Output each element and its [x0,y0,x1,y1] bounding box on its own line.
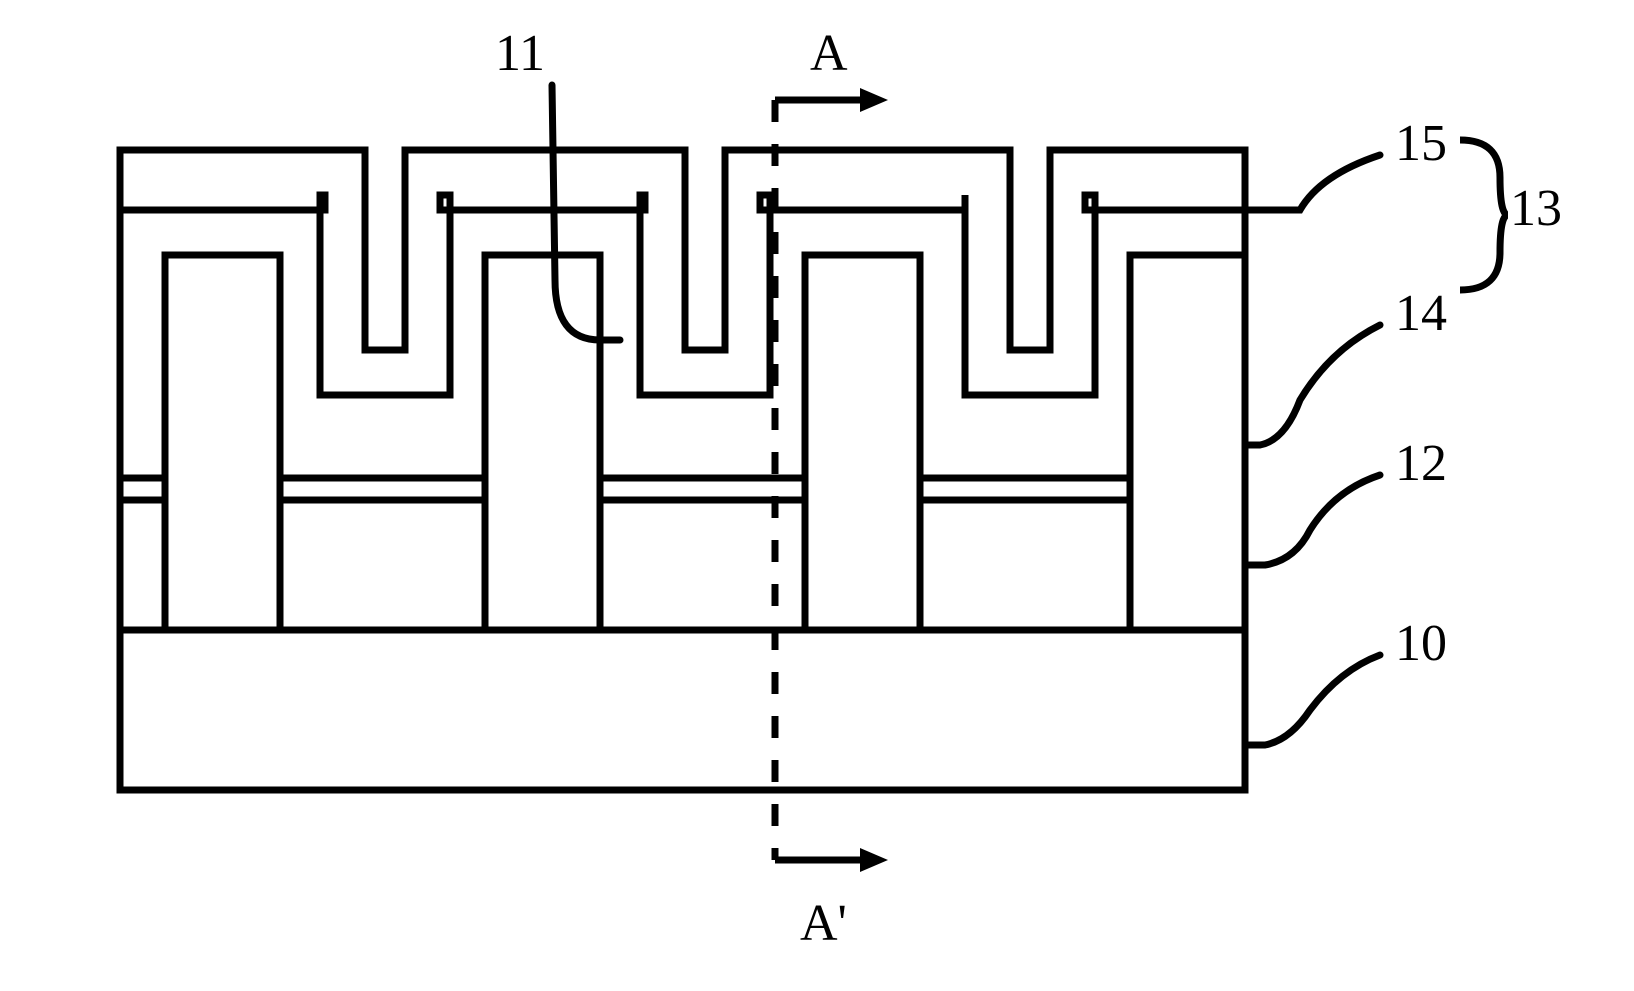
leader-l15 [1248,155,1380,210]
leader-l14 [1248,325,1380,445]
leader-l12 [1248,475,1380,565]
diagram-root: 11 A A' 15 13 14 12 10 [0,0,1634,991]
fin-4 [1130,255,1245,630]
label-l14: 14 [1395,285,1447,342]
leader-l10 [1248,655,1380,745]
section-arrowhead-top [860,88,888,112]
outer-boundary [120,150,1245,790]
label-l10: 10 [1395,615,1447,672]
section-arrowhead-bottom [860,848,888,872]
label-l12: 12 [1395,435,1447,492]
label-l15: 15 [1395,115,1447,172]
label-lA: A [810,25,848,82]
fin-2 [485,255,600,630]
fin-3 [805,255,920,630]
label-lAp: A' [800,895,847,952]
label-l11: 11 [495,25,545,82]
label-l13: 13 [1510,180,1562,237]
brace-13 [1460,140,1508,290]
fin-1 [165,255,280,630]
